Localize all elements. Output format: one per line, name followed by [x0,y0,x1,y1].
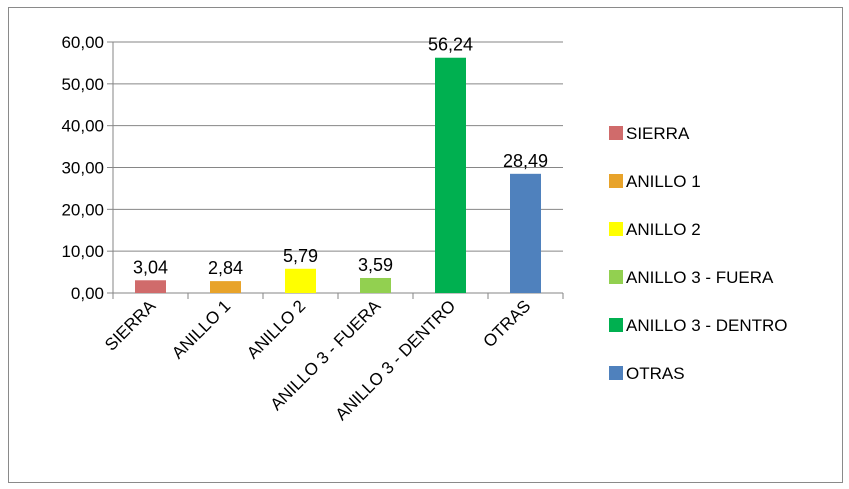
bar [360,277,391,293]
legend-label: ANILLO 3 - DENTRO [626,316,788,335]
bars [135,57,541,293]
data-label: 28,49 [503,151,548,171]
bar [285,268,316,293]
category-label: ANILLO 1 [168,296,234,362]
category-label: OTRAS [479,296,534,351]
data-label: 3,59 [358,255,393,275]
y-tick-label: 30,00 [61,159,104,178]
legend-swatch [609,222,623,236]
y-tick-label: 40,00 [61,117,104,136]
legend-label: OTRAS [626,364,685,383]
y-tick-label: 60,00 [61,33,104,52]
gridlines [113,41,563,252]
legend-swatch [609,126,623,140]
legend-label: SIERRA [626,124,690,143]
legend-label: ANILLO 3 - FUERA [626,268,774,287]
category-label: ANILLO 2 [243,296,309,362]
legend-label: ANILLO 2 [626,220,701,239]
y-tick-label: 10,00 [61,242,104,261]
chart-frame [8,7,843,483]
legend-label: ANILLO 1 [626,172,701,191]
axes [112,42,564,299]
bar [135,280,166,293]
y-tick-label: 20,00 [61,200,104,219]
data-label: 5,79 [283,246,318,266]
data-label: 2,84 [208,258,243,278]
data-labels: 3,04 2,84 5,79 3,59 56,24 28,49 [133,35,548,278]
y-tick-label: 0,00 [71,284,104,303]
legend: SIERRA ANILLO 1 ANILLO 2 ANILLO 3 - FUERA AN… [609,124,788,383]
legend-swatch [609,270,623,284]
legend-swatch [609,318,623,332]
bar [210,281,241,293]
y-tick-label: 50,00 [61,75,104,94]
legend-swatch [609,366,623,380]
legend-swatch [609,174,623,188]
bar [510,173,541,293]
data-label: 3,04 [133,257,168,277]
category-label: SIERRA [101,296,160,355]
data-label: 56,24 [428,35,473,55]
y-axis-ticks: 0,00 10,00 20,00 30,00 40,00 50,00 60,00 [61,33,113,303]
bar [435,57,466,293]
